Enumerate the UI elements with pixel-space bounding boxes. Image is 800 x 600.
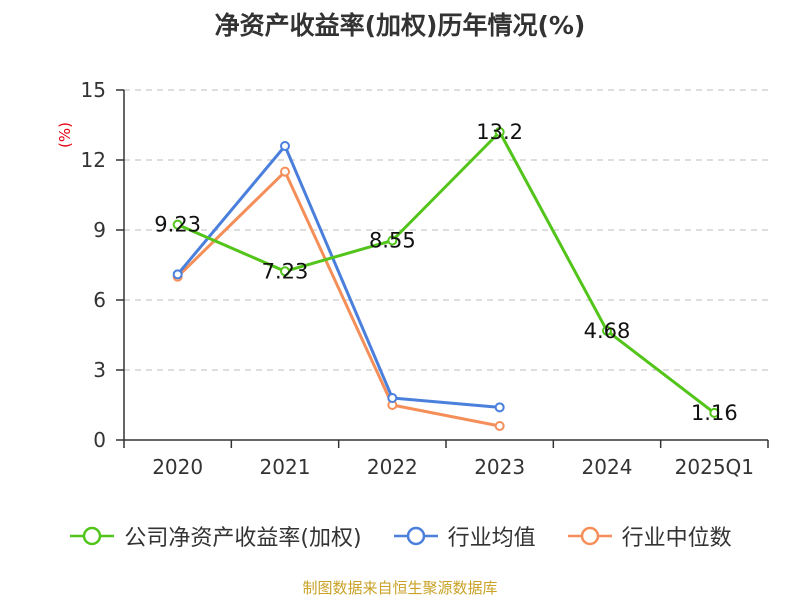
data-point [494,402,505,413]
data-point [494,127,505,137]
legend-item-company-roe[interactable]: 公司净资产收益率(加权) [68,520,362,552]
x-tick-label: 2021 [260,455,311,479]
chart-title: 净资产收益率(加权)历年情况(%) [214,11,586,40]
data-point [602,325,612,336]
y-tick-label: 9 [93,218,106,242]
x-tick-label: 2020 [152,455,203,479]
y-tick-label: 15 [81,78,106,102]
x-tick-label: 2022 [367,455,418,479]
data-label: 1.16 [691,401,738,425]
legend-swatch-industry-mean [393,526,438,546]
legend-swatch-industry-median [567,526,612,546]
legend-swatch-company-roe [70,526,115,546]
legend-label-company-roe: 公司净资产收益率(加权) [124,526,362,551]
data-point [280,141,290,151]
legend-label-industry-mean: 行业均值 [447,526,536,551]
series-line [176,170,500,428]
y-tick-label: 0 [93,428,106,452]
legend-item-industry-median[interactable]: 行业中位数 [566,520,732,552]
y-tick-label: 6 [93,288,106,312]
data-point [387,393,398,403]
data-point [709,407,720,418]
x-tick-label: 2023 [474,455,525,479]
source-note: 制图数据来自恒生聚源数据库 [302,579,498,597]
data-point [280,266,290,277]
data-label: 8.55 [369,229,416,253]
legend-item-industry-mean[interactable]: 行业均值 [392,520,536,552]
series-line [177,130,716,415]
legend: 公司净资产收益率(加权) 行业均值 行业中位数 [0,520,800,552]
data-label: 13.2 [476,120,523,144]
data-label: 7.23 [262,259,309,283]
data-label: 9.23 [154,213,201,237]
y-tick-label: 12 [81,148,106,172]
x-tick-label: 2024 [582,455,633,479]
legend-label-industry-median: 行业中位数 [621,526,732,551]
data-point [494,421,505,431]
data-point [172,219,183,230]
data-label: 4.68 [584,319,631,343]
data-point [280,166,290,177]
x-tick-label: 2025Q1 [675,455,754,479]
y-tick-label: 3 [93,358,106,382]
series-line [176,144,500,409]
data-point [387,235,398,246]
data-point [172,269,183,280]
